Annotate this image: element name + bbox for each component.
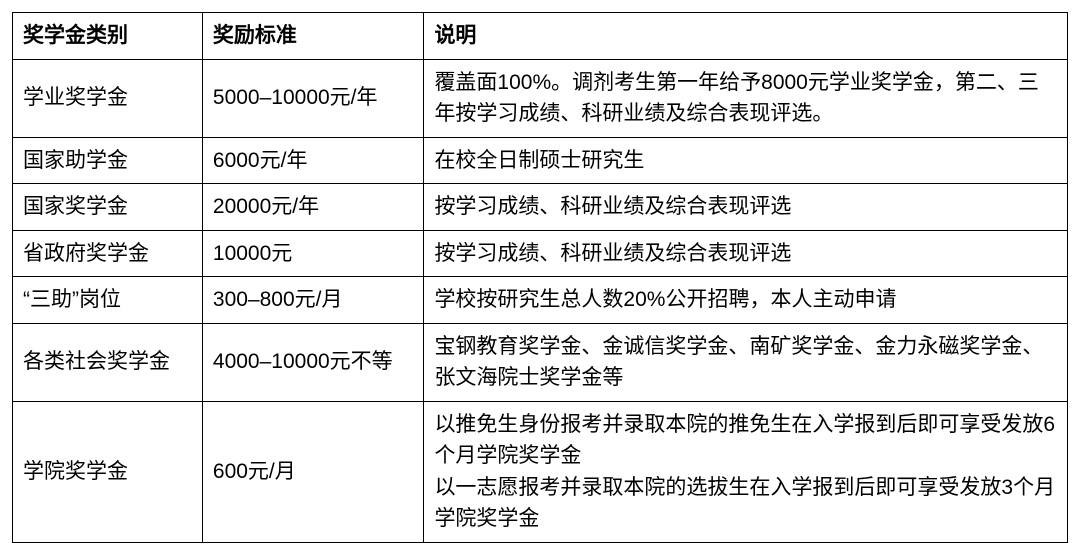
cell-standard: 5000–10000元/年 bbox=[202, 59, 424, 137]
header-category: 奖学金类别 bbox=[13, 13, 203, 60]
table-row: 国家奖学金 20000元/年 按学习成绩、科研业绩及综合表现评选 bbox=[13, 184, 1068, 231]
cell-standard: 300–800元/月 bbox=[202, 277, 424, 324]
cell-description: 以推免生身份报考并录取本院的推免生在入学报到后即可享受发放6个月学院奖学金 以一… bbox=[424, 401, 1068, 542]
cell-standard: 20000元/年 bbox=[202, 184, 424, 231]
cell-description: 在校全日制硕士研究生 bbox=[424, 137, 1068, 184]
cell-category: “三助”岗位 bbox=[13, 277, 203, 324]
cell-description: 宝钢教育奖学金、金诚信奖学金、南矿奖学金、金力永磁奖学金、张文海院士奖学金等 bbox=[424, 323, 1068, 401]
cell-category: 国家奖学金 bbox=[13, 184, 203, 231]
cell-description: 覆盖面100%。调剂考生第一年给予8000元学业奖学金，第二、三年按学习成绩、科… bbox=[424, 59, 1068, 137]
table-row: 各类社会奖学金 4000–10000元不等 宝钢教育奖学金、金诚信奖学金、南矿奖… bbox=[13, 323, 1068, 401]
cell-description: 按学习成绩、科研业绩及综合表现评选 bbox=[424, 184, 1068, 231]
cell-category: 学业奖学金 bbox=[13, 59, 203, 137]
cell-standard: 6000元/年 bbox=[202, 137, 424, 184]
cell-description: 按学习成绩、科研业绩及综合表现评选 bbox=[424, 230, 1068, 277]
cell-category: 国家助学金 bbox=[13, 137, 203, 184]
table-row: “三助”岗位 300–800元/月 学校按研究生总人数20%公开招聘，本人主动申… bbox=[13, 277, 1068, 324]
scholarship-table: 奖学金类别 奖励标准 说明 学业奖学金 5000–10000元/年 覆盖面100… bbox=[12, 12, 1068, 543]
cell-category: 学院奖学金 bbox=[13, 401, 203, 542]
table-row: 学业奖学金 5000–10000元/年 覆盖面100%。调剂考生第一年给予800… bbox=[13, 59, 1068, 137]
header-description: 说明 bbox=[424, 13, 1068, 60]
cell-category: 省政府奖学金 bbox=[13, 230, 203, 277]
cell-standard: 10000元 bbox=[202, 230, 424, 277]
table-row: 学院奖学金 600元/月 以推免生身份报考并录取本院的推免生在入学报到后即可享受… bbox=[13, 401, 1068, 542]
header-standard: 奖励标准 bbox=[202, 13, 424, 60]
cell-description: 学校按研究生总人数20%公开招聘，本人主动申请 bbox=[424, 277, 1068, 324]
table-header-row: 奖学金类别 奖励标准 说明 bbox=[13, 13, 1068, 60]
cell-standard: 4000–10000元不等 bbox=[202, 323, 424, 401]
cell-category: 各类社会奖学金 bbox=[13, 323, 203, 401]
cell-standard: 600元/月 bbox=[202, 401, 424, 542]
table-row: 省政府奖学金 10000元 按学习成绩、科研业绩及综合表现评选 bbox=[13, 230, 1068, 277]
table-row: 国家助学金 6000元/年 在校全日制硕士研究生 bbox=[13, 137, 1068, 184]
